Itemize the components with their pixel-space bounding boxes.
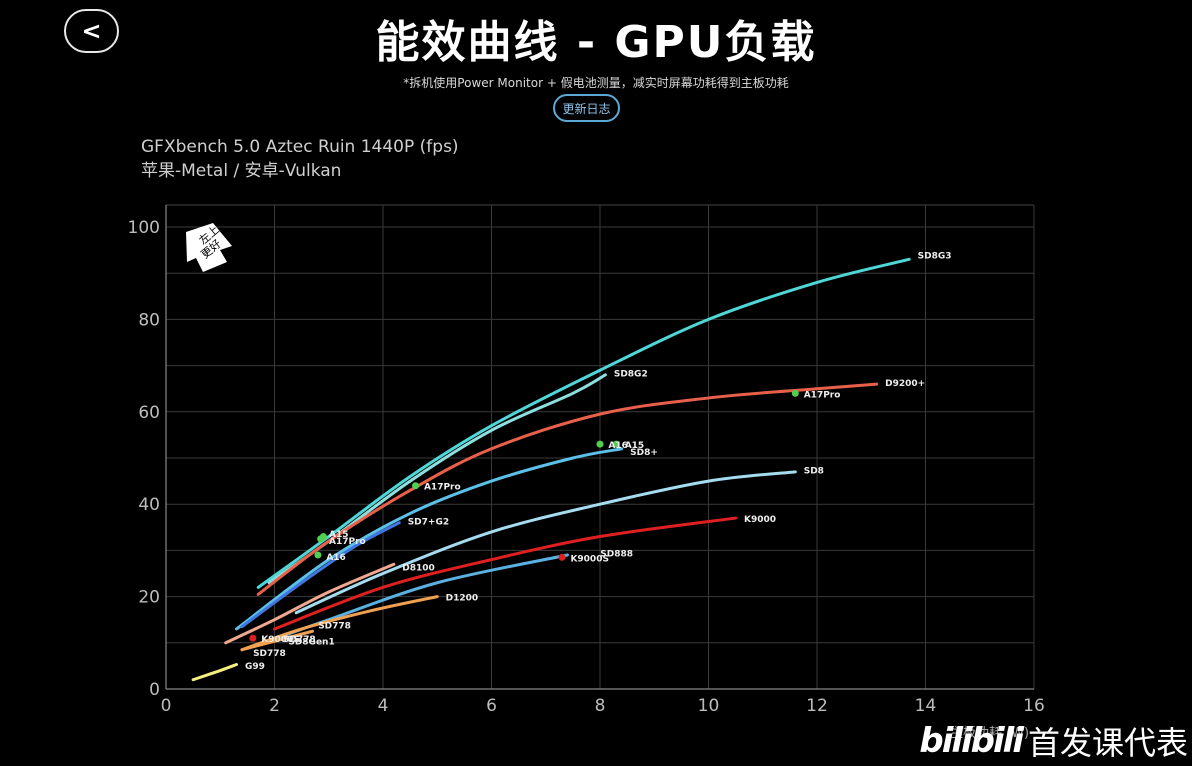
series-label: A16 [326,553,346,563]
data-point [249,634,257,642]
series-label: SD8G2 [614,370,648,380]
x-tick-label: 8 [595,696,606,716]
x-tick-label: 14 [915,696,937,716]
page-title: 能效曲线 - GPU负载 [375,17,817,68]
series-label: SD8G3 [918,252,952,262]
series-label: G99 [245,662,265,672]
series-curve-sd8g3 [256,257,911,589]
series-curve-d9200 [256,382,879,596]
series-curve-d1200 [240,595,439,652]
series-curve-sd8 [235,447,624,631]
x-tick-label: 6 [486,696,497,716]
series-label: SD8 [804,467,824,477]
series-curve-k9000 [273,516,738,631]
series-label: SD888 [600,550,633,560]
chart-points [249,389,799,642]
data-point [558,553,566,561]
chart-title-block: GFXbench 5.0 Aztec Ruin 1440P (fps) 苹果-M… [141,135,459,183]
top-left-better-badge: 左上 更好 [186,223,232,272]
series-label: D9200+ [885,379,925,389]
chart-curves [191,257,911,682]
series-label: SD778 [318,621,351,631]
series-curve-sd8 [294,470,797,615]
data-point [319,533,327,541]
data-point [612,440,620,448]
x-tick-label: 2 [269,696,280,716]
series-label: K9000 [744,515,776,525]
y-tick-label: 0 [149,680,160,700]
x-tick-label: 4 [378,696,389,716]
changelog-button[interactable]: 更新日志 [553,94,620,122]
series-label: K9000S [570,554,609,564]
data-point [314,551,322,559]
x-axis-label: 主板功耗 (W) [950,726,1030,741]
series-label: SD778 [253,649,286,659]
series-label: A16 [608,441,628,451]
series-label: D1200 [446,594,479,604]
watermark-text: 首发课代表 [1027,724,1188,762]
series-label: K9000S [261,635,300,645]
series-label: A17Pro [329,537,366,547]
series-label: D8100 [402,564,435,574]
x-tick-label: 10 [698,696,720,716]
back-button[interactable]: < [64,9,119,53]
chart-subtitle: 苹果-Metal / 安卓-Vulkan [141,161,342,181]
series-curve-sd7g2 [240,521,401,629]
series-label: A17Pro [804,390,841,400]
y-tick-label: 40 [138,495,160,515]
series-label: SD8+ [630,448,658,458]
y-tick-label: 80 [138,310,160,330]
series-label: A15 [625,441,645,451]
series-label: SD778 [283,635,316,645]
y-tick-label: 60 [138,403,160,423]
series-label: A17Pro [424,483,461,493]
series-curve-g99 [191,663,239,682]
series-curve-d8100 [224,562,396,645]
x-tick-label: 12 [806,696,828,716]
data-point [791,389,799,397]
y-tick-label: 20 [138,588,160,608]
data-point [412,482,420,490]
chart-axes: 0 20 40 60 80 100 0 2 4 6 8 10 12 14 16 [128,205,1045,716]
measurement-note: *拆机使用Power Monitor + 假电池测量，减实时屏幕功耗得到主板功耗 [403,76,789,90]
series-label: SD8Gen1 [288,637,334,647]
chart-title: GFXbench 5.0 Aztec Ruin 1440P (fps) [141,137,459,157]
series-curve-sd778 [240,629,314,652]
x-tick-label: 0 [161,696,172,716]
y-tick-label: 100 [128,218,160,238]
chart-labels: SD8G3SD8G2D9200+A17ProA16A15SD8+A17ProSD… [245,252,952,672]
series-label: A15 [329,530,349,540]
bilibili-logo-icon: bilibili [919,721,1024,761]
data-point [596,440,604,448]
watermark: bilibili 首发课代表 [919,718,1188,764]
series-label: SD7+G2 [408,517,449,527]
x-tick-label: 16 [1023,696,1045,716]
